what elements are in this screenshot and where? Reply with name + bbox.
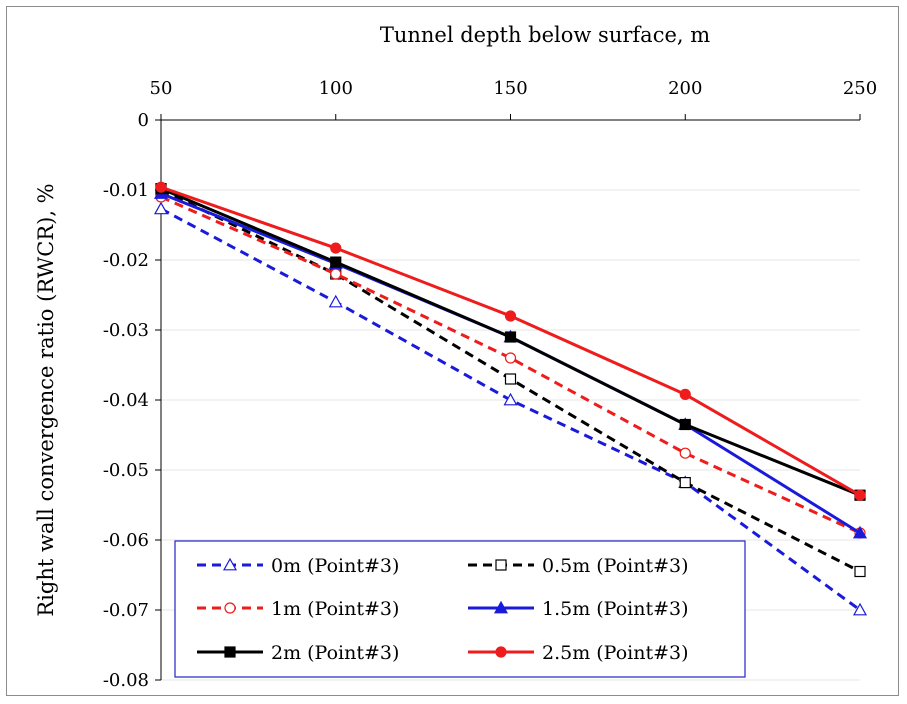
- legend-item: 0.5m (Point#3): [468, 555, 689, 577]
- data-point: [504, 310, 517, 322]
- y-axis-title: Right wall convergence ratio (RWCR), %: [34, 183, 58, 616]
- legend-marker: [222, 557, 238, 571]
- data-point: [504, 373, 517, 385]
- legend-label: 2m (Point#3): [271, 642, 399, 664]
- series-1: [155, 184, 866, 578]
- series-line: [160, 195, 861, 535]
- data-point: [330, 256, 342, 268]
- legend-label: 2.5m (Point#3): [542, 642, 689, 664]
- legend-marker: [495, 559, 507, 571]
- legend-item: 1m (Point#3): [197, 598, 399, 620]
- series-5: [155, 181, 866, 501]
- legend-label: 1m (Point#3): [271, 598, 399, 620]
- legend-marker: [493, 600, 509, 614]
- data-point: [852, 525, 868, 539]
- data-point: [854, 489, 866, 501]
- y-tick-label: -0.05: [103, 460, 149, 481]
- x-axis-title: Tunnel depth below surface, m: [380, 23, 710, 47]
- legend-marker: [224, 646, 236, 658]
- data-point: [679, 447, 691, 459]
- gridlines: [161, 189, 860, 681]
- data-point: [330, 268, 342, 280]
- series-2: [155, 191, 866, 539]
- data-point: [854, 565, 866, 578]
- y-tick-label: -0.01: [103, 180, 149, 201]
- y-tick-label: -0.06: [103, 530, 149, 551]
- y-tick-label: -0.03: [103, 320, 149, 341]
- legend-marker: [495, 646, 507, 658]
- data-point: [679, 477, 691, 489]
- x-tick-label: 200: [668, 78, 702, 99]
- y-tick-label: 0: [138, 110, 149, 131]
- legend-item: 0m (Point#3): [197, 555, 399, 577]
- x-tick-label: 50: [150, 78, 173, 99]
- legend-label: 0.5m (Point#3): [542, 555, 689, 577]
- series-4: [155, 183, 866, 501]
- y-tick-label: -0.07: [103, 600, 149, 621]
- legend-box: [174, 540, 746, 678]
- y-tick-label: -0.04: [103, 390, 149, 411]
- legend-item: 2m (Point#3): [197, 642, 399, 664]
- series-0: [153, 201, 868, 616]
- x-tick-label: 100: [319, 78, 353, 99]
- data-point: [504, 352, 517, 364]
- legend-item: 2.5m (Point#3): [468, 642, 689, 664]
- x-tick-label: 150: [493, 78, 527, 99]
- legend-label: 0m (Point#3): [271, 555, 399, 577]
- axes: 0 -0.01 -0.02 -0.03 -0.04 -0.05 -0.06 -0.07 -0.0…: [103, 78, 877, 691]
- data-point: [504, 331, 517, 343]
- data-point: [330, 242, 342, 254]
- chart-frame: [6, 6, 899, 696]
- data-point: [679, 388, 691, 400]
- data-point: [852, 602, 868, 616]
- data-point: [328, 294, 343, 308]
- x-tick-label: 250: [843, 78, 877, 99]
- data-point: [679, 418, 691, 431]
- legend-label: 1.5m (Point#3): [542, 598, 689, 620]
- data-point: [503, 392, 518, 406]
- data-point: [153, 201, 169, 215]
- legend: 0m (Point#3) 0.5m (Point#3) 1m (Point#3) 1.…: [174, 540, 746, 678]
- data-point: [155, 181, 167, 193]
- legend-marker: [224, 602, 236, 614]
- series-group: [153, 181, 868, 616]
- y-tick-label: -0.02: [103, 250, 149, 271]
- legend-item: 1.5m (Point#3): [468, 598, 689, 620]
- y-tick-label: -0.08: [103, 670, 149, 691]
